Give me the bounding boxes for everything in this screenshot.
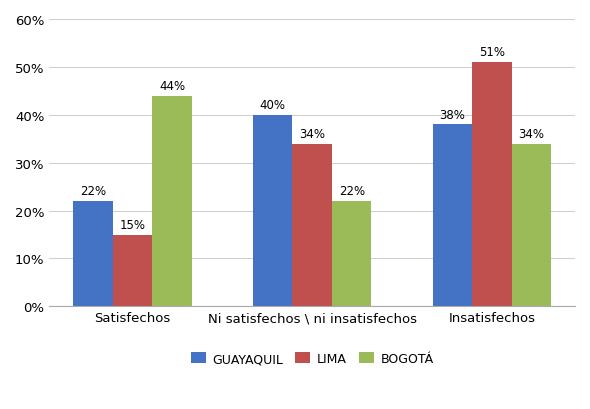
Bar [512,144,551,307]
Text: 34%: 34% [299,127,325,140]
Text: 22%: 22% [80,185,106,198]
Bar [332,202,372,307]
Bar [432,125,472,307]
Text: 38%: 38% [440,108,466,121]
Text: 34%: 34% [519,127,545,140]
Bar [293,144,332,307]
Text: 22%: 22% [339,185,365,198]
Bar [253,115,293,307]
Bar [472,63,512,307]
Text: 40%: 40% [260,99,286,112]
Bar [113,235,152,307]
Text: 44%: 44% [159,80,185,92]
Text: 51%: 51% [479,46,505,59]
Text: 15%: 15% [120,218,146,231]
Bar [73,202,113,307]
Legend: GUAYAQUIL, LIMA, BOGOTÁ: GUAYAQUIL, LIMA, BOGOTÁ [186,347,438,370]
Bar [152,97,192,307]
